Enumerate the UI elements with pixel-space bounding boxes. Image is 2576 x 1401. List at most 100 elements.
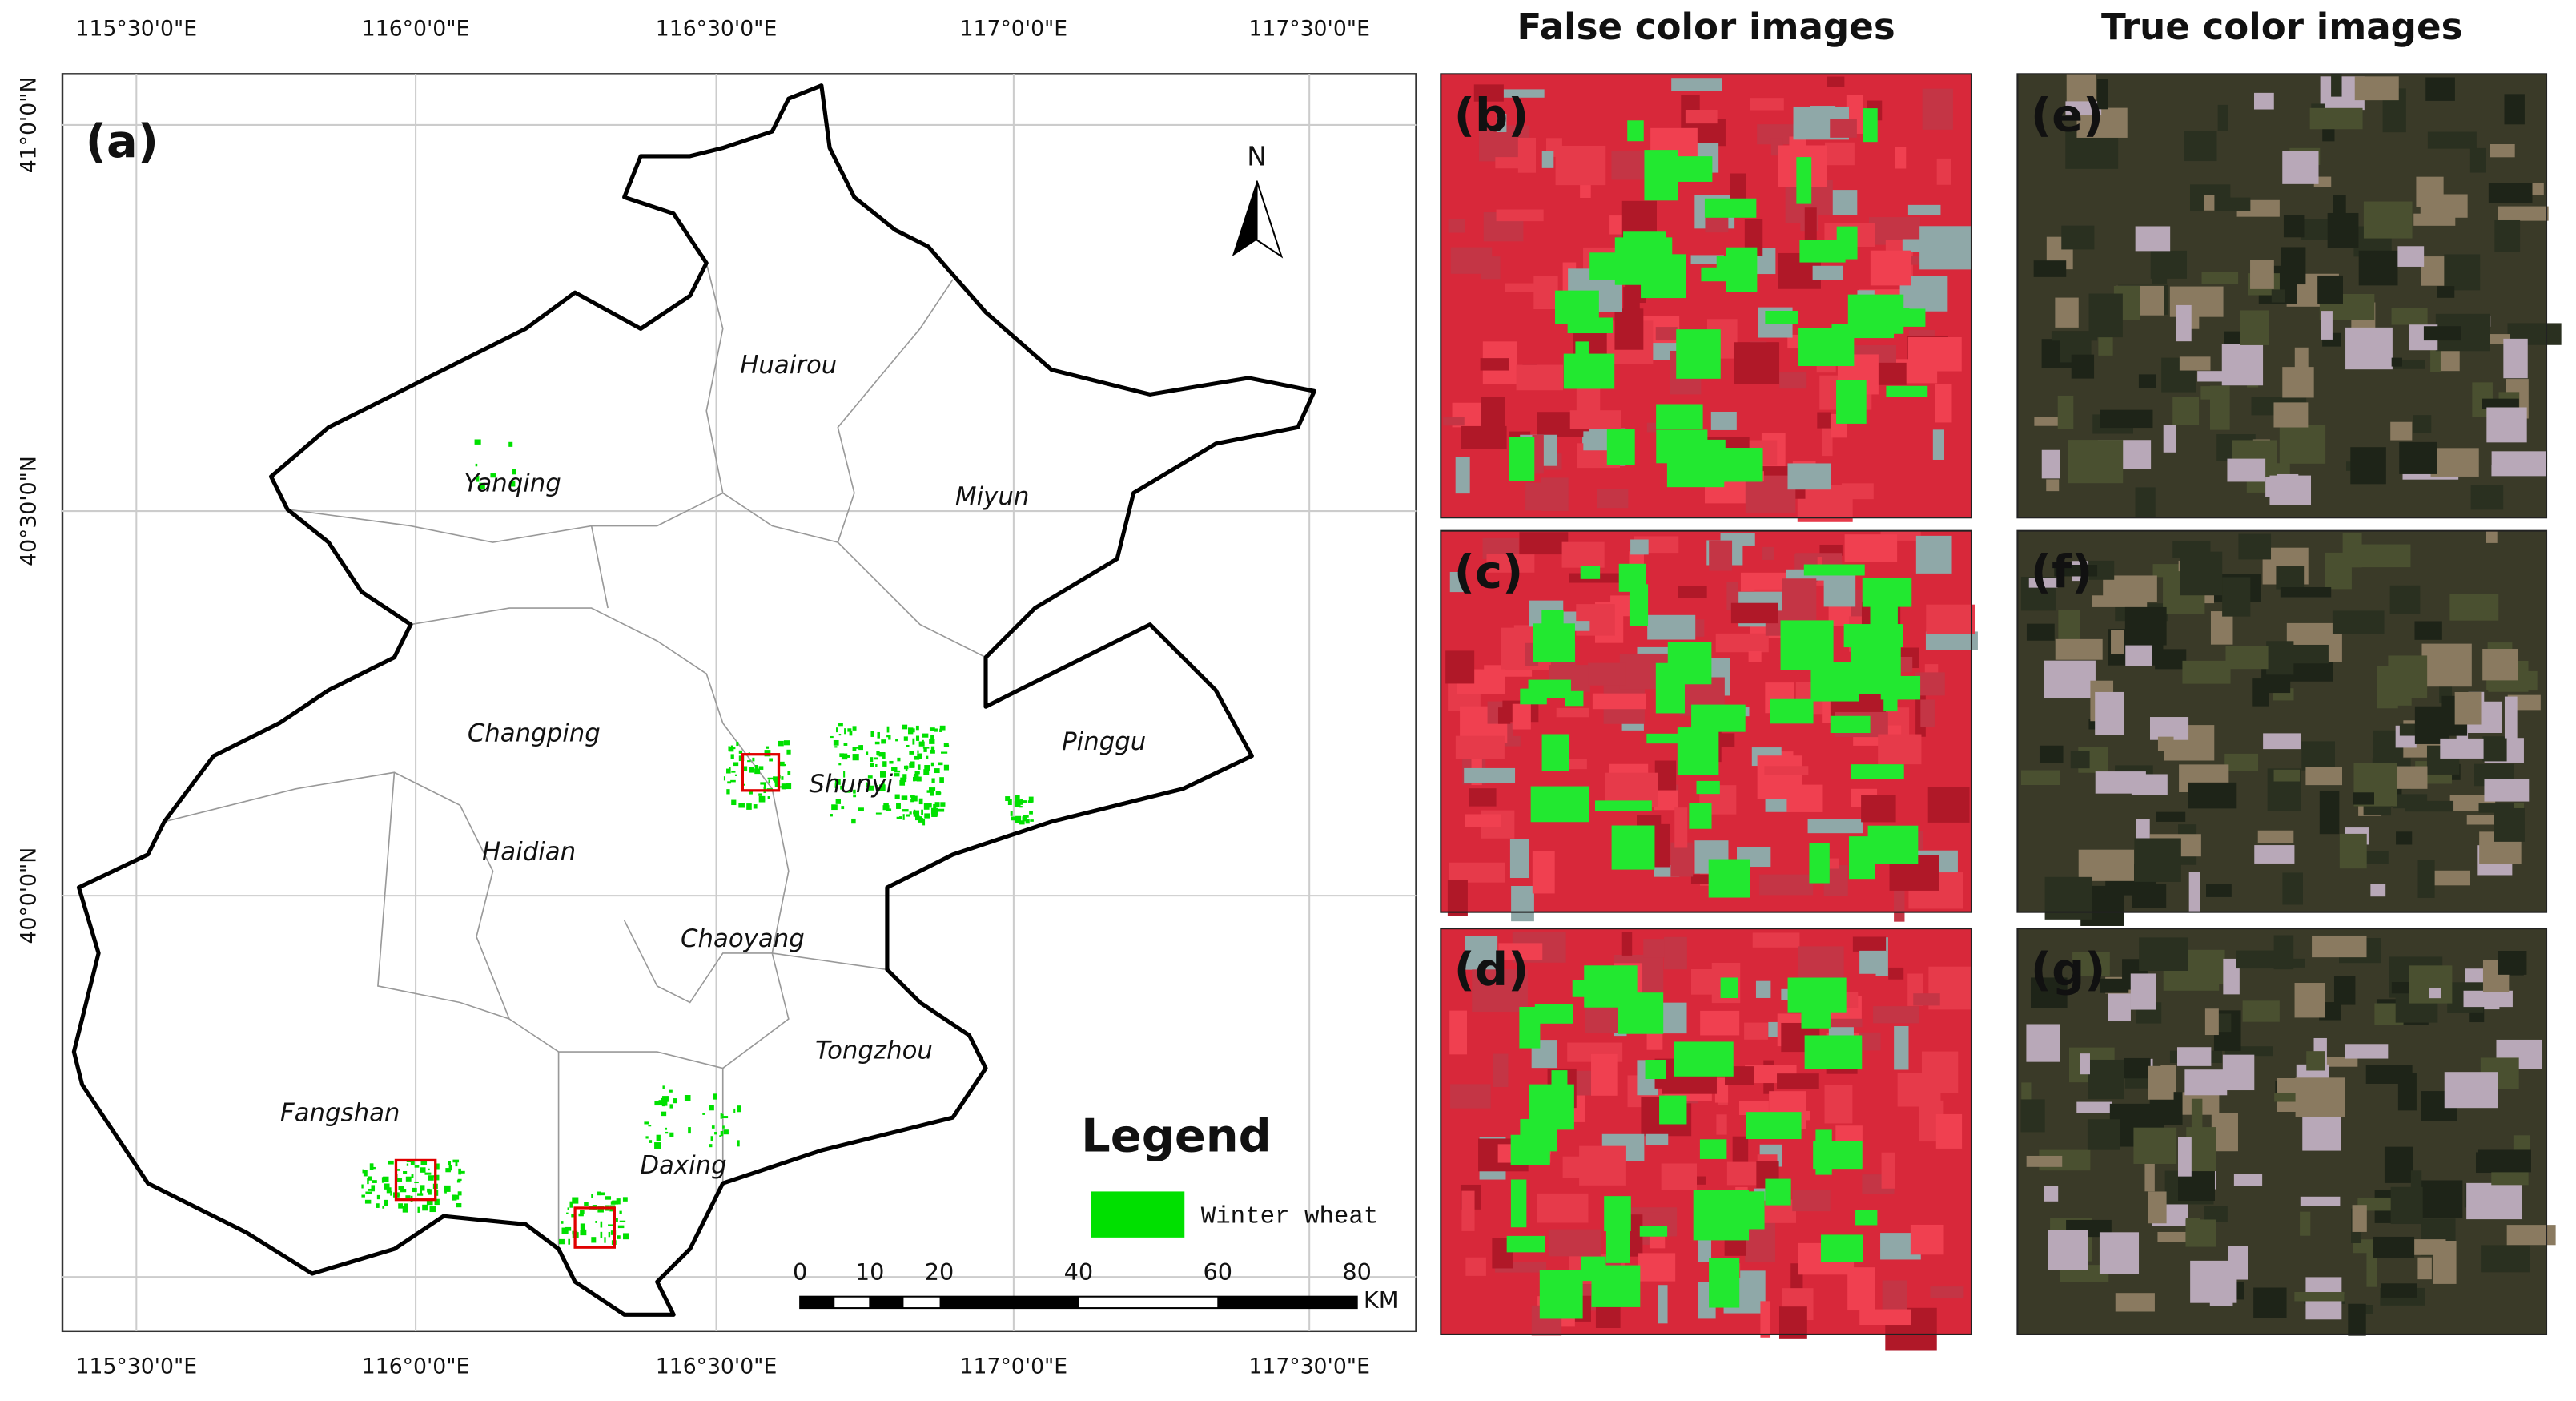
wheat-pixel bbox=[654, 1142, 661, 1149]
image-field bbox=[2204, 1206, 2228, 1222]
image-field bbox=[1804, 207, 1817, 244]
image-field bbox=[2111, 630, 2124, 654]
wheat-pixel bbox=[400, 1189, 407, 1193]
wheat-pixel bbox=[930, 762, 934, 767]
wheat-pixel bbox=[895, 739, 898, 742]
image-field bbox=[2176, 304, 2192, 342]
wheat-pixel bbox=[939, 777, 944, 783]
longitude-label: 117°30'0"E bbox=[1248, 1354, 1370, 1379]
longitude-label: 117°0'0"E bbox=[960, 1354, 1068, 1379]
image-field bbox=[2240, 310, 2269, 345]
image-field bbox=[2044, 876, 2092, 920]
image-field bbox=[1922, 88, 1953, 130]
image-field bbox=[2242, 1000, 2280, 1022]
image-field bbox=[2068, 440, 2124, 484]
wheat-pixel bbox=[702, 1113, 705, 1115]
image-field bbox=[2444, 1072, 2498, 1109]
image-wheat bbox=[1676, 329, 1721, 379]
image-field bbox=[2321, 311, 2333, 340]
image-field bbox=[2488, 183, 2533, 203]
image-field bbox=[2363, 201, 2413, 239]
wheat-pixel bbox=[758, 793, 762, 796]
wheat-pixel bbox=[684, 1095, 691, 1101]
image-wheat bbox=[1696, 780, 1720, 795]
image-field bbox=[2097, 79, 2108, 110]
image-field bbox=[2163, 425, 2176, 453]
wheat-pixel bbox=[1015, 795, 1020, 803]
image-field bbox=[1932, 429, 1944, 460]
wheat-pixel bbox=[729, 767, 731, 770]
image-field bbox=[2391, 357, 2402, 367]
image-field bbox=[1744, 1022, 1768, 1040]
image-field bbox=[1907, 204, 1941, 215]
image-field bbox=[2482, 736, 2507, 762]
wheat-pixel bbox=[914, 771, 920, 775]
wheat-pixel bbox=[417, 1193, 424, 1196]
image-field bbox=[1748, 651, 1762, 662]
image-field bbox=[1907, 336, 1962, 372]
image-wheat bbox=[1575, 341, 1589, 364]
wheat-pixel bbox=[658, 1100, 665, 1105]
wheat-pixel bbox=[773, 776, 779, 783]
image-field bbox=[2135, 487, 2156, 518]
image-field bbox=[1643, 939, 1665, 958]
image-field bbox=[2271, 289, 2285, 303]
wheat-pixel bbox=[434, 1198, 440, 1206]
image-field bbox=[1533, 276, 1558, 310]
wheat-pixel bbox=[924, 765, 930, 771]
scale-bar-segment bbox=[1217, 1296, 1357, 1309]
wheat-pixel bbox=[372, 1180, 377, 1183]
image-field bbox=[2057, 395, 2074, 429]
district-name: Daxing bbox=[640, 1151, 726, 1180]
wheat-pixel bbox=[914, 755, 920, 760]
image-field bbox=[1936, 158, 1951, 185]
image-frame bbox=[1440, 928, 1972, 1335]
image-field bbox=[2028, 578, 2058, 588]
image-field bbox=[1455, 457, 1470, 494]
scale-bar-segment bbox=[869, 1296, 904, 1309]
wheat-pixel bbox=[838, 723, 843, 727]
wheat-pixel bbox=[730, 779, 736, 783]
image-field bbox=[2227, 458, 2266, 482]
image-field bbox=[2026, 623, 2055, 641]
wheat-pixel bbox=[616, 1198, 621, 1205]
image-field bbox=[1678, 586, 1707, 598]
image-wheat bbox=[1886, 385, 1928, 397]
wheat-pixel bbox=[688, 1127, 691, 1134]
wheat-pixel bbox=[608, 1224, 613, 1226]
wheat-pixel bbox=[930, 790, 934, 796]
image-field bbox=[2131, 774, 2168, 795]
image-field bbox=[2396, 831, 2413, 845]
wheat-pixel bbox=[886, 735, 889, 738]
image-field bbox=[1671, 78, 1722, 91]
satellite-image bbox=[2016, 529, 2548, 926]
image-field bbox=[2469, 147, 2486, 173]
image-field bbox=[2413, 415, 2432, 433]
wheat-pixel bbox=[852, 754, 859, 761]
image-field bbox=[2384, 1146, 2413, 1183]
wheat-pixel bbox=[673, 1098, 678, 1104]
image-field bbox=[2191, 1098, 2203, 1138]
image-field bbox=[1764, 766, 1809, 775]
wheat-pixel bbox=[877, 754, 879, 756]
image-wheat bbox=[1798, 328, 1855, 367]
image-field bbox=[2342, 533, 2362, 568]
district-boundary bbox=[410, 607, 724, 723]
wheat-pixel bbox=[909, 751, 914, 755]
image-field bbox=[1494, 89, 1545, 98]
image-field bbox=[1448, 219, 1465, 233]
wheat-pixel bbox=[424, 1172, 432, 1175]
wheat-pixel bbox=[875, 812, 882, 815]
image-field bbox=[2490, 143, 2515, 158]
image-field bbox=[1569, 410, 1622, 429]
image-field bbox=[2150, 250, 2188, 279]
wheat-pixel bbox=[644, 1121, 649, 1125]
image-field bbox=[1638, 1253, 1676, 1282]
scale-tick-label: 60 bbox=[1204, 1258, 1233, 1286]
wheat-pixel bbox=[376, 1194, 380, 1200]
image-field bbox=[1614, 308, 1644, 350]
wheat-pixel bbox=[617, 1235, 621, 1239]
image-field bbox=[2156, 811, 2186, 822]
image-field bbox=[2058, 610, 2080, 642]
image-field bbox=[2484, 779, 2530, 802]
